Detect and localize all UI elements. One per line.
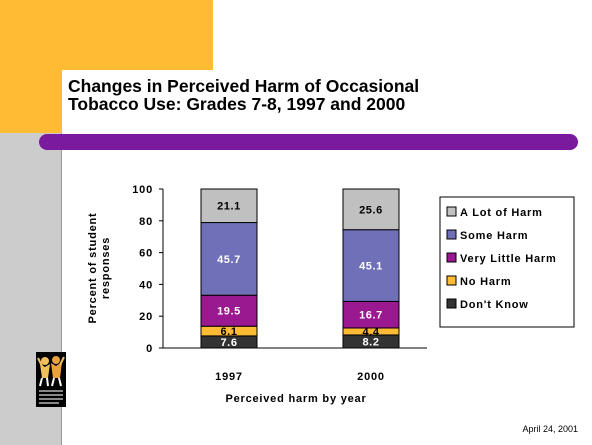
y-tick-label: 40 [139, 279, 153, 291]
legend-label: Some Harm [460, 230, 528, 242]
data-label-2000-1: 4.4 [362, 326, 379, 338]
y-axis-title: Percent of studentresponses [87, 213, 112, 324]
y-tick-label: 0 [146, 343, 153, 355]
legend-swatch [446, 275, 457, 286]
data-label-2000-3: 45.1 [359, 260, 383, 272]
data-label-2000-4: 25.6 [359, 204, 383, 216]
bar-segment-2000-3 [342, 229, 400, 302]
left-bar-edge [61, 0, 62, 445]
data-label-1997-2: 19.5 [217, 306, 241, 318]
y-tick-label: 100 [132, 184, 153, 196]
bar-segment-1997-3 [200, 222, 258, 296]
cheering-kids-logo-icon [36, 352, 66, 407]
axes-layer: 0 20 40 60 80 100 1997 2000 Perceived harm by ye… [87, 184, 427, 405]
x-tick-label: 2000 [357, 371, 385, 383]
data-label-1997-1: 6.1 [220, 326, 237, 338]
data-labels-layer: 7.66.1 19.5 45.7 21.1 8.24.4 16.7 45.1 25.6 [217, 201, 383, 349]
legend-label: Don't Know [460, 299, 529, 311]
y-tick-label: 60 [139, 248, 153, 260]
data-label-1997-4: 21.1 [217, 201, 241, 213]
legend-box [439, 196, 575, 328]
legend-label: A Lot of Harm [460, 207, 543, 219]
legend-swatch [446, 229, 457, 240]
bar-segment-2000-2 [342, 300, 400, 329]
legend-swatch [446, 206, 457, 217]
x-tick-label: 1997 [215, 371, 243, 383]
legend-swatch [446, 252, 457, 263]
slide-title: Changes in Perceived Harm of Occasional … [68, 76, 420, 114]
bar-segment-2000-4 [342, 188, 400, 231]
legend-label: No Harm [460, 276, 511, 288]
legend-swatch [446, 298, 457, 309]
data-label-2000-0: 8.2 [362, 336, 379, 348]
y-tick-label: 20 [139, 311, 153, 323]
x-axis-title: Perceived harm by year [225, 393, 366, 405]
y-tick-label: 80 [139, 216, 153, 228]
slide-date: April 24, 2001 [522, 424, 578, 434]
bars-layer [200, 188, 400, 349]
bar-segment-1997-2 [200, 294, 258, 327]
data-label-1997-0: 7.6 [220, 337, 237, 349]
bar-segment-1997-4 [200, 188, 258, 224]
title-background [62, 70, 592, 145]
legend-label: Very Little Harm [460, 253, 557, 265]
data-label-2000-2: 16.7 [359, 310, 383, 322]
data-label-1997-3: 45.7 [217, 254, 241, 266]
legend: A Lot of Harm Some Harm Very Little Harm No… [439, 196, 575, 328]
purple-divider-bar [39, 134, 578, 150]
